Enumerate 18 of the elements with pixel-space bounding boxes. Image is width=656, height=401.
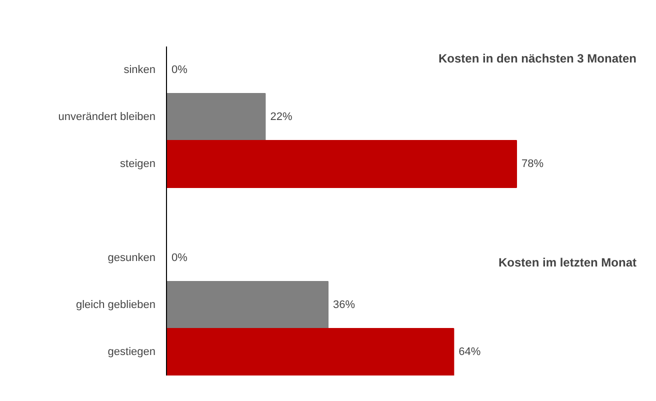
y-tick-label: steigen bbox=[120, 158, 156, 170]
bar bbox=[166, 281, 329, 329]
data-label: 22% bbox=[270, 111, 292, 123]
data-label: 0% bbox=[172, 252, 188, 264]
y-tick-label: gleich geblieben bbox=[76, 299, 156, 311]
annotation: Kosten in den nächsten 3 Monaten bbox=[438, 51, 637, 66]
y-tick-label: gesunken bbox=[108, 252, 156, 264]
bar bbox=[166, 93, 266, 141]
data-label: 0% bbox=[172, 64, 188, 76]
bar bbox=[166, 328, 454, 376]
data-label: 36% bbox=[333, 299, 356, 311]
y-tick-label: sinken bbox=[124, 64, 156, 76]
y-tick-label: unverändert bleiben bbox=[58, 111, 156, 123]
annotation: Kosten im letzten Monat bbox=[498, 256, 637, 270]
bar bbox=[166, 140, 517, 188]
data-label: 64% bbox=[458, 346, 481, 358]
y-tick-label: gestiegen bbox=[108, 346, 156, 358]
data-label: 78% bbox=[522, 158, 544, 170]
